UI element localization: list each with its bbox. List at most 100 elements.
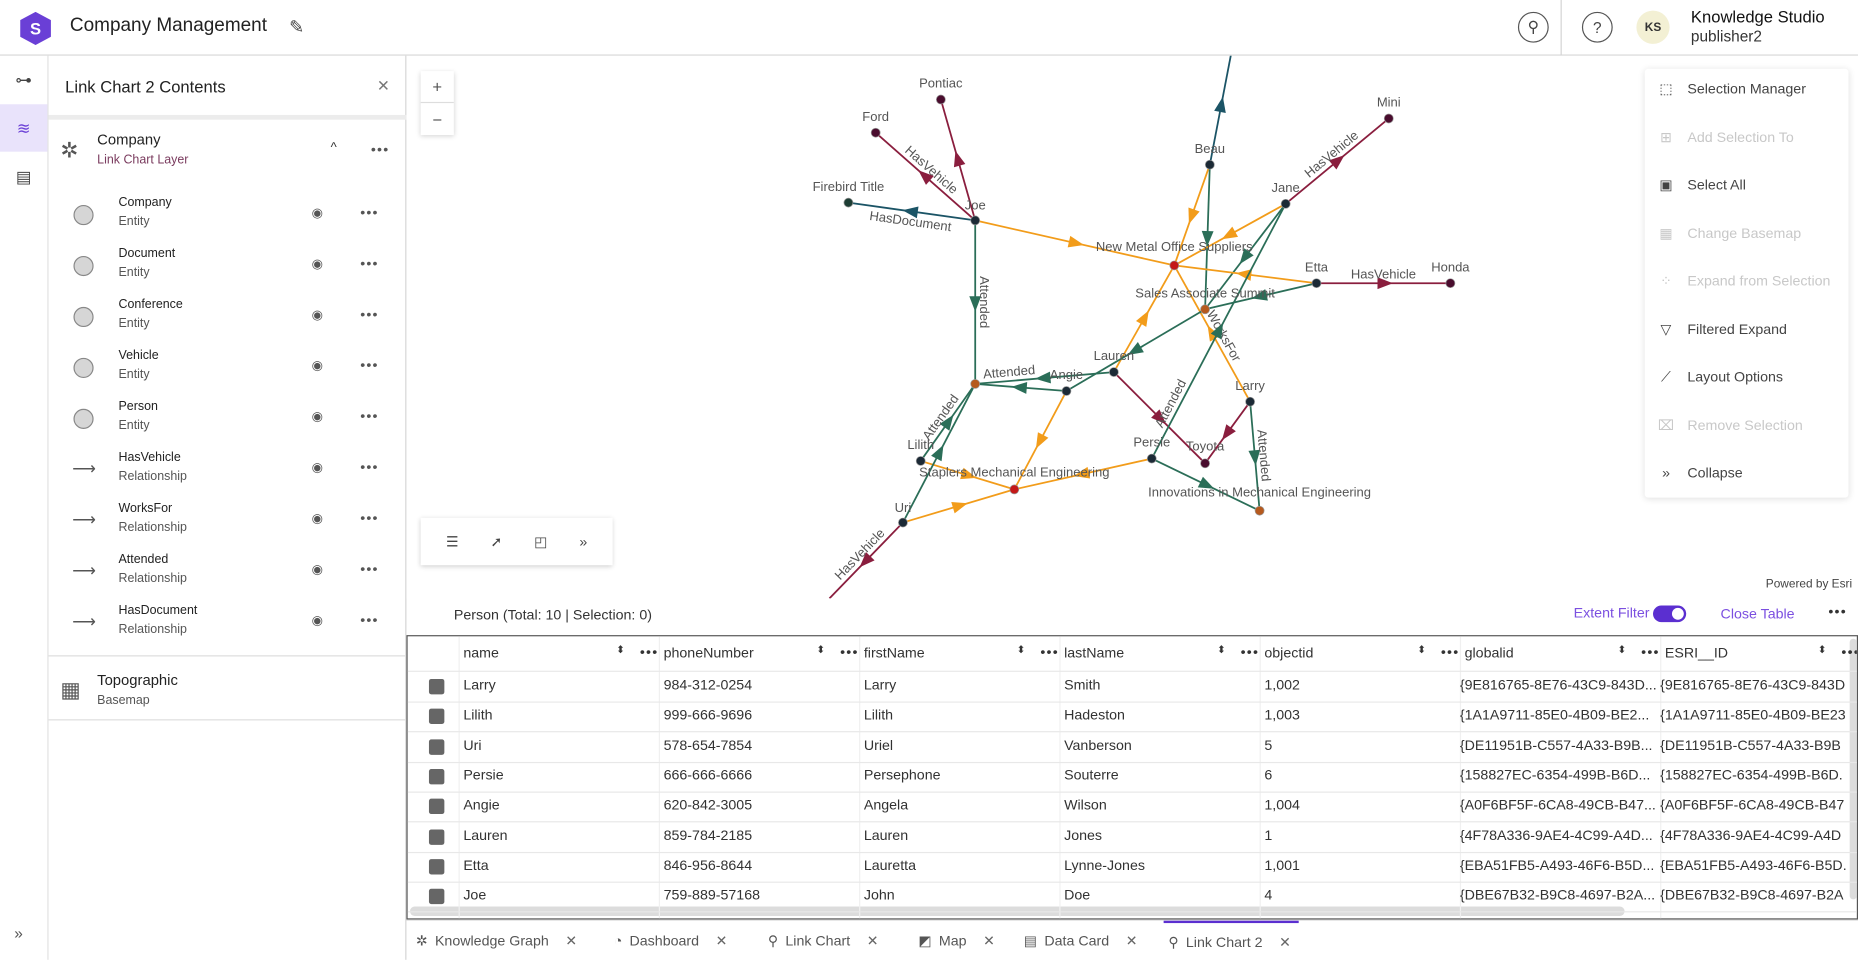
table-more-icon[interactable]: ••• <box>1828 603 1847 620</box>
expand-rail-icon[interactable]: » <box>14 924 23 943</box>
search-button[interactable]: ⚲ <box>1517 11 1549 43</box>
column-menu-icon[interactable]: ••• <box>639 643 659 661</box>
node-person[interactable]: Angie <box>1050 367 1083 396</box>
node-conference[interactable]: Innovations in Mechanical Engineering <box>1148 484 1371 516</box>
link-chart-graph[interactable]: HasVehicle HasDocument Attended HasVehicle H… <box>406 55 1858 599</box>
edge-attended[interactable] <box>1204 282 1317 311</box>
edge-attended[interactable] <box>1151 457 1260 512</box>
visibility-eye-icon[interactable]: ◉ <box>311 613 324 629</box>
basemap-name[interactable]: Topographic <box>97 671 178 689</box>
column-menu-icon[interactable]: ••• <box>1641 643 1660 661</box>
layer-item-name[interactable]: Document <box>118 246 176 261</box>
close-tab-icon[interactable]: ✕ <box>565 932 578 950</box>
tab-link-chart[interactable]: ⚲ Link Chart ✕ <box>768 921 879 961</box>
tab-map[interactable]: ◩ Map ✕ <box>918 921 995 961</box>
visibility-eye-icon[interactable]: ◉ <box>311 206 324 221</box>
edge-worksfor[interactable] <box>902 488 1015 524</box>
edge-worksfor[interactable] <box>920 460 1015 491</box>
edge-hasvehicle[interactable] <box>1113 371 1206 464</box>
layer-item-name[interactable]: Company <box>118 195 172 210</box>
close-tab-icon[interactable]: ✕ <box>1279 933 1292 951</box>
layer-item-name[interactable]: Person <box>118 399 158 414</box>
tab-data-card[interactable]: ▤ Data Card ✕ <box>1024 921 1138 961</box>
node-vehicle[interactable]: Toyota <box>1186 438 1225 469</box>
node-conference[interactable] <box>970 379 981 389</box>
zoom-in-button[interactable]: + <box>420 71 454 104</box>
edge-attended[interactable]: Attended <box>969 220 992 384</box>
edge-hasvehicle[interactable]: HasVehicle <box>1316 266 1451 290</box>
layer-more-icon[interactable]: ••• <box>370 141 390 158</box>
sort-icon[interactable]: ⬍ <box>1817 643 1827 656</box>
node-person[interactable]: Persie <box>1133 435 1170 464</box>
row-select-checkbox[interactable] <box>428 798 445 815</box>
layer-item-name[interactable]: WorksFor <box>118 501 173 516</box>
item-more-icon[interactable]: ••• <box>360 203 379 221</box>
edge-hasvehicle[interactable] <box>1204 401 1251 464</box>
zoom-out-button[interactable]: − <box>432 109 443 129</box>
row-select-checkbox[interactable] <box>428 738 445 755</box>
edge-attended[interactable]: Attended <box>975 362 1114 385</box>
edge-hasdocument[interactable] <box>1208 55 1233 165</box>
row-select-checkbox[interactable] <box>428 858 445 875</box>
menu-item-layout-options[interactable]: ⟋ Layout Options <box>1645 353 1849 400</box>
column-header-globalid[interactable]: globalid <box>1464 644 1514 662</box>
edge-attended[interactable] <box>902 383 977 523</box>
save-icon[interactable]: ▤ <box>15 166 32 186</box>
column-header-ESRI__ID[interactable]: ESRI__ID <box>1664 644 1729 662</box>
row-select-checkbox[interactable] <box>428 768 445 785</box>
tab-knowledge-graph[interactable]: ✲ Knowledge Graph ✕ <box>416 921 577 961</box>
node-vehicle[interactable]: Ford <box>862 109 889 138</box>
column-menu-icon[interactable]: ••• <box>1040 643 1059 661</box>
column-menu-icon[interactable]: ••• <box>1440 643 1460 661</box>
horizontal-scrollbar[interactable] <box>409 906 1625 916</box>
sort-icon[interactable]: ⬍ <box>816 643 826 656</box>
edge-worksfor[interactable] <box>1113 264 1176 373</box>
node-vehicle[interactable]: Honda <box>1431 259 1470 289</box>
close-tab-icon[interactable]: ✕ <box>866 932 879 950</box>
node-person[interactable]: Joe <box>965 198 986 226</box>
layer-item-name[interactable]: Vehicle <box>118 348 159 363</box>
menu-item-selection-manager[interactable]: ⬚ Selection Manager <box>1645 65 1849 112</box>
item-more-icon[interactable]: ••• <box>360 356 379 374</box>
edge-hasvehicle[interactable]: HasVehicle <box>1285 117 1390 205</box>
close-tab-icon[interactable]: ✕ <box>983 932 996 950</box>
layers-icon[interactable]: ≋ <box>0 104 48 152</box>
column-menu-icon[interactable]: ••• <box>1240 643 1260 661</box>
visibility-eye-icon[interactable]: ◉ <box>311 359 324 374</box>
column-header-lastName[interactable]: lastName <box>1064 644 1125 662</box>
link-chart-canvas[interactable]: HasVehicle HasDocument Attended HasVehicle H… <box>406 55 1858 599</box>
column-header-objectid[interactable]: objectid <box>1264 644 1314 662</box>
node-vehicle[interactable]: Mini <box>1377 95 1401 124</box>
node-document[interactable]: Firebird Title <box>813 179 885 208</box>
app-logo-icon[interactable]: S <box>20 11 51 46</box>
edge-attended[interactable]: Attended <box>1248 401 1274 511</box>
extent-filter-toggle[interactable] <box>1653 605 1687 623</box>
edge-worksfor[interactable] <box>1173 164 1211 266</box>
column-header-name[interactable]: name <box>463 644 499 662</box>
layer-item-name[interactable]: Conference <box>118 297 183 312</box>
column-menu-icon[interactable]: ••• <box>1841 643 1856 661</box>
item-more-icon[interactable]: ••• <box>360 305 379 323</box>
column-menu-icon[interactable]: ••• <box>840 643 859 661</box>
node-person[interactable]: Beau <box>1195 141 1225 170</box>
user-avatar[interactable]: KS <box>1636 10 1670 44</box>
expand-toolbar-icon[interactable]: » <box>579 533 588 550</box>
item-more-icon[interactable]: ••• <box>360 254 379 272</box>
row-select-checkbox[interactable] <box>428 708 445 725</box>
hierarchy-tree-icon[interactable]: ⊶ <box>15 69 32 89</box>
visibility-eye-icon[interactable]: ◉ <box>311 257 324 272</box>
edge-worksfor[interactable] <box>975 219 1175 267</box>
sort-icon[interactable]: ⬍ <box>1016 643 1026 656</box>
edge-attended[interactable] <box>1066 308 1206 392</box>
tab-dashboard[interactable]: ◔ Dashboard ✕ <box>614 921 728 961</box>
sort-icon[interactable]: ⬍ <box>1216 643 1226 656</box>
close-table-button[interactable]: Close Table <box>1720 605 1795 623</box>
select-box-icon[interactable]: ◰ <box>534 533 548 550</box>
list-icon[interactable]: ☰ <box>446 533 459 550</box>
user-name[interactable]: Knowledge Studio <box>1690 7 1825 27</box>
layer-item-name[interactable]: HasVehicle <box>118 450 181 465</box>
layer-item-name[interactable]: Attended <box>118 552 169 567</box>
item-more-icon[interactable]: ••• <box>360 611 379 629</box>
edge-worksfor[interactable] <box>1174 264 1317 285</box>
sort-icon[interactable]: ⬍ <box>616 643 626 656</box>
